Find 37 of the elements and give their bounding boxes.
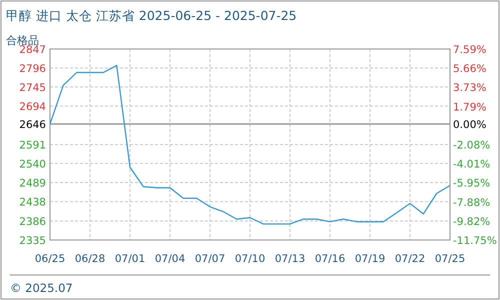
- y-tick-label: 2335: [19, 235, 46, 247]
- y-tick-label: 2646: [19, 118, 46, 131]
- y-tick-label: 2591: [19, 140, 46, 152]
- y2-tick-label: -7.88%: [453, 196, 490, 209]
- x-tick-label: 07/16: [314, 253, 346, 265]
- y2-tick-label: -9.82%: [453, 216, 490, 228]
- y2-tick-label: 1.79%: [453, 101, 486, 114]
- x-tick-label: 07/01: [114, 253, 146, 265]
- text: © 2025.07: [10, 281, 73, 295]
- x-tick-label: 07/13: [274, 253, 306, 265]
- y-tick-label: 2745: [19, 82, 46, 94]
- y2-tick-label: -11.75%: [453, 235, 497, 247]
- x-tick-label: 07/25: [434, 253, 466, 265]
- x-tick-label: 06/28: [74, 253, 106, 265]
- x-tick-label: 07/10: [234, 253, 266, 265]
- y2-tick-label: 3.73%: [453, 82, 486, 94]
- x-tick-label: 06/25: [34, 253, 66, 265]
- x-tick-label: 07/04: [154, 253, 186, 265]
- x-tick-label: 07/22: [394, 253, 426, 265]
- chart-subtitle: 合格品: [6, 34, 39, 47]
- y2-tick-label: 7.59%: [453, 44, 486, 56]
- chart-title: 甲醇 进口 太仓 江苏省 2025-06-25 - 2025-07-25: [6, 8, 297, 23]
- y-tick-label: 2489: [19, 178, 46, 190]
- y-tick-label: 2386: [19, 216, 46, 228]
- y-tick-label: 2540: [19, 158, 46, 171]
- y2-tick-label: 0.00%: [453, 118, 486, 131]
- y2-tick-label: -5.95%: [453, 178, 490, 190]
- y2-tick-label: 5.66%: [453, 63, 486, 76]
- y-tick-label: 2847: [19, 44, 46, 56]
- y-tick-label: 2694: [19, 101, 46, 114]
- y-tick-label: 2796: [19, 63, 46, 76]
- y-tick-label: 2438: [19, 196, 46, 209]
- y2-tick-label: -4.01%: [453, 158, 490, 171]
- line-series: [49, 64, 451, 225]
- x-tick-label: 07/19: [354, 253, 386, 265]
- y2-tick-label: -2.08%: [453, 140, 490, 152]
- x-tick-label: 07/07: [194, 253, 226, 265]
